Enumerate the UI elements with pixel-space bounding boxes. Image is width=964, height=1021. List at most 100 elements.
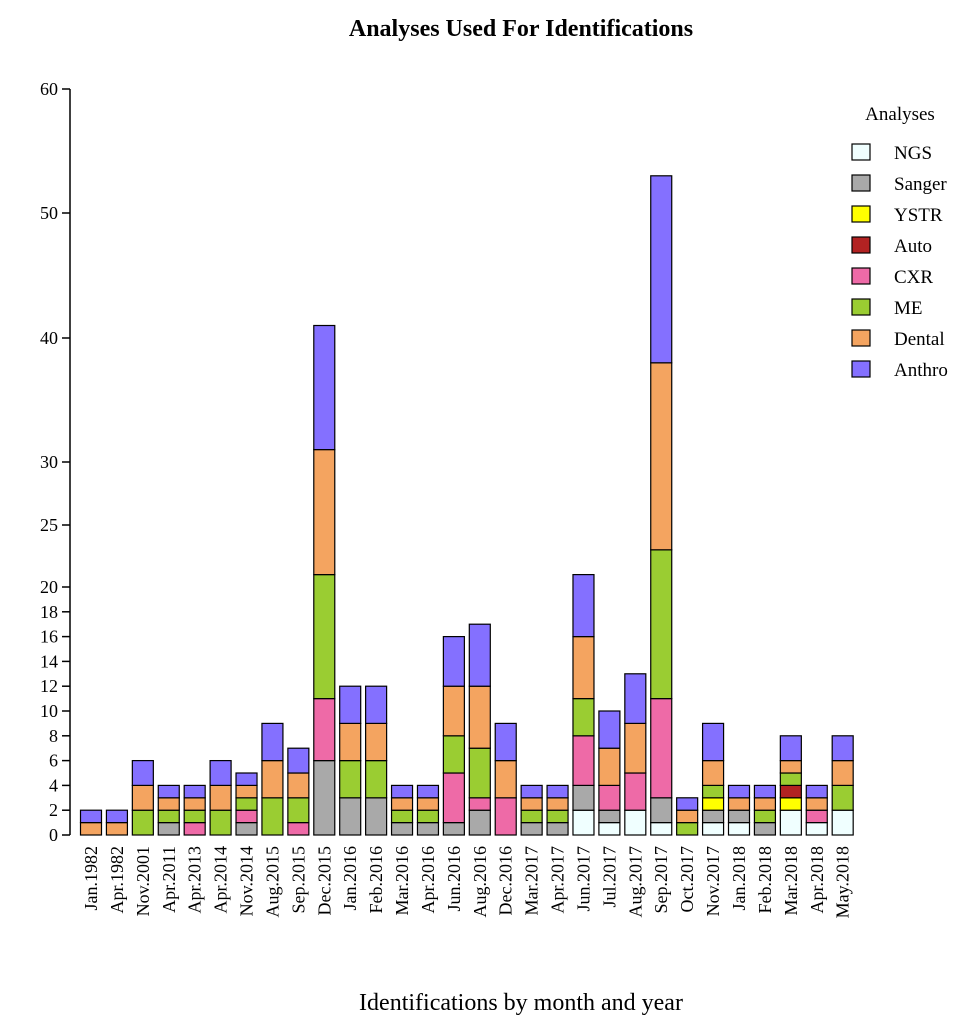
bar-segment-dental: [105, 821, 129, 836]
bar-segment-anthro: [805, 784, 828, 799]
y-tick-label: 6: [49, 751, 58, 771]
y-tick-label: 14: [40, 651, 58, 671]
legend-label: CXR: [894, 267, 933, 288]
legend-swatch: [851, 143, 871, 161]
legend-swatch: [851, 174, 871, 192]
bar-segment-dental: [805, 797, 828, 811]
bar-stack: [546, 784, 569, 836]
bar-segment-me: [390, 809, 414, 824]
bar-segment-anthro: [520, 784, 543, 799]
legend-label: YSTR: [894, 205, 943, 226]
bar-stack: [779, 735, 802, 836]
legend-item: Sanger: [851, 174, 947, 195]
bar-segment-ystr: [779, 797, 802, 811]
bar-segment-dental: [287, 772, 310, 799]
bar-segment-sanger: [520, 821, 543, 836]
bar-segment-anthro: [235, 772, 258, 786]
bar-segment-ngs: [831, 809, 854, 836]
bar-segment-me: [546, 809, 569, 824]
bar-segment-anthro: [701, 722, 725, 762]
x-tick-label: Nov.2014: [237, 846, 257, 916]
x-tick-label: Oct.2017: [677, 846, 697, 913]
bar-segment-anthro: [339, 685, 362, 725]
bar-segment-dental: [235, 784, 258, 799]
bar-stack: [494, 722, 517, 836]
bar-segment-me: [209, 809, 232, 836]
bar-segment-anthro: [131, 759, 154, 786]
bar-segment-anthro: [390, 784, 414, 799]
bar-segment-anthro: [416, 784, 440, 799]
bar-segment-me: [701, 784, 725, 799]
x-axis-label: Identifications by month and year: [359, 990, 683, 1016]
legend-title: Analyses: [865, 104, 935, 125]
x-tick-label: Dec.2016: [496, 846, 516, 915]
x-tick-label: Apr.1982: [107, 846, 127, 914]
legend-item: CXR: [851, 267, 933, 288]
bar-stack: [390, 784, 414, 836]
legend-item: Dental: [851, 329, 945, 350]
bar-segment-me: [183, 809, 206, 824]
x-tick-label: Jun.2016: [444, 846, 464, 912]
bar-segment-me: [235, 797, 258, 811]
legend-swatch: [851, 205, 871, 223]
bar-segment-me: [831, 784, 854, 811]
y-tick-label: 10: [40, 701, 58, 721]
bar-stack: [209, 759, 232, 836]
x-tick-label: Nov.2001: [133, 846, 153, 916]
bar-segment-me: [572, 697, 595, 737]
legend-item: NGS: [851, 143, 932, 164]
bar-segment-me: [339, 759, 362, 799]
bar-segment-dental: [131, 784, 154, 811]
legend-item: Anthro: [851, 360, 948, 381]
bar-segment-sanger: [650, 797, 673, 824]
bar-segment-dental: [831, 759, 854, 786]
legend-item: ME: [851, 298, 923, 319]
bar-segment-dental: [157, 797, 180, 811]
x-tick-label: Jan.2018: [729, 846, 749, 911]
bar-segment-dental: [261, 759, 284, 799]
x-tick-label: Sep.2015: [288, 846, 308, 914]
bar-segment-dental: [572, 635, 595, 700]
x-tick-label: Jun.2017: [573, 846, 593, 912]
bar-stack: [598, 710, 621, 836]
bar-segment-dental: [546, 797, 569, 811]
bar-segment-dental: [701, 759, 725, 786]
x-tick-label: Jan.1982: [81, 846, 101, 911]
bar-segment-dental: [598, 747, 621, 787]
bar-segment-anthro: [287, 747, 310, 774]
bar-segment-ngs: [624, 809, 647, 836]
bar-segment-ngs: [779, 809, 802, 836]
bar-stack: [701, 722, 725, 836]
x-tick-label: Jan.2016: [340, 846, 360, 911]
legend-label: ME: [894, 298, 923, 319]
bar-stack: [261, 722, 284, 836]
bar-segment-anthro: [313, 324, 336, 451]
bar-stack: [624, 673, 647, 836]
bar-segment-dental: [727, 797, 751, 811]
bar-segment-me: [313, 573, 336, 700]
bar-segment-dental: [79, 821, 103, 836]
bar-segment-anthro: [442, 635, 465, 687]
x-tick-label: Mar.2017: [522, 846, 542, 916]
bar-segment-anthro: [105, 809, 129, 824]
bar-segment-anthro: [79, 809, 103, 824]
y-tick-label: 60: [40, 79, 58, 99]
x-tick-label: Sep.2017: [651, 846, 671, 914]
bars: [79, 175, 854, 836]
bar-segment-ngs: [572, 809, 595, 836]
y-tick-label: 8: [49, 726, 58, 746]
bar-segment-dental: [494, 759, 517, 799]
y-tick-label: 50: [40, 203, 58, 223]
bar-segment-sanger: [157, 821, 180, 836]
bar-segment-me: [520, 809, 543, 824]
bar-stack: [339, 685, 362, 836]
y-tick-label: 16: [40, 627, 58, 647]
bar-segment-me: [468, 747, 491, 799]
bar-segment-ngs: [805, 821, 828, 836]
x-tick-label: Apr.2014: [211, 846, 231, 914]
bar-segment-me: [365, 759, 388, 799]
legend-swatch: [851, 360, 871, 378]
x-tick-label: Apr.2016: [418, 846, 438, 914]
bar-segment-me: [416, 809, 440, 824]
